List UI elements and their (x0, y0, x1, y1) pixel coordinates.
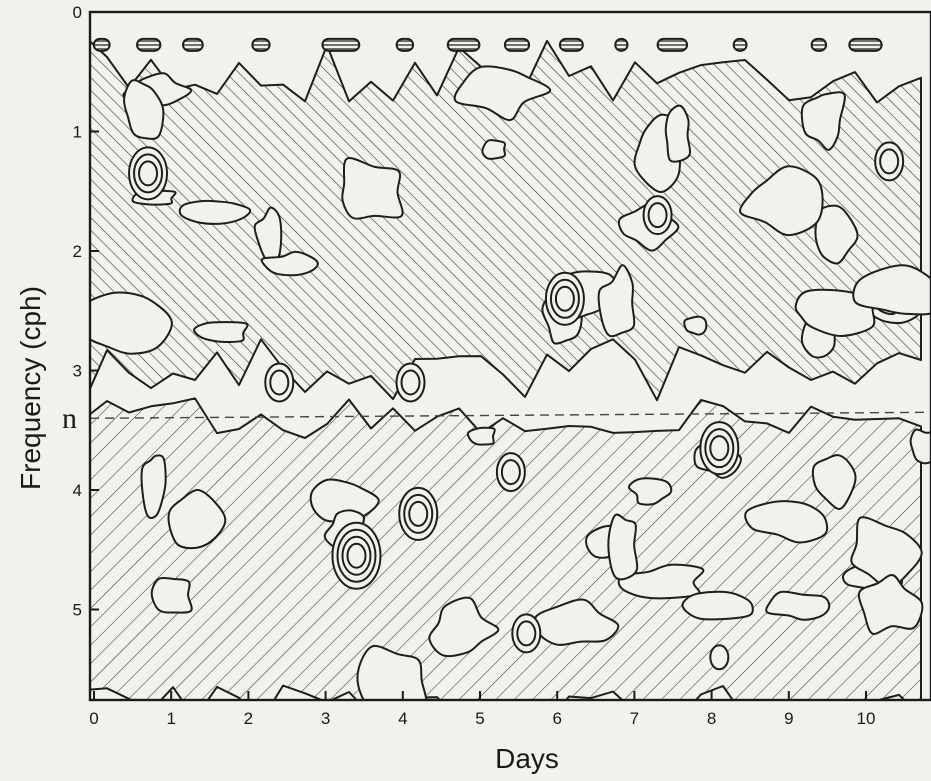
contour-ring (408, 500, 429, 527)
unhatched-patch (664, 104, 692, 163)
unhatched-patch (800, 91, 846, 151)
unhatched-patch (428, 596, 500, 658)
y-axis-ticks: 0 1 2 3 4 5 (73, 3, 99, 620)
unhatched-patch (597, 264, 636, 338)
hatched-region-low-frequency (90, 39, 922, 402)
hatched-strip-segment (395, 37, 415, 52)
unhatched-patch (178, 199, 252, 225)
unhatched-patch (260, 250, 319, 277)
plot-frame (88, 10, 931, 702)
contour-ring (511, 613, 542, 654)
reference-line-n (90, 411, 931, 419)
x-tick-label: 8 (707, 709, 716, 728)
unhatched-patch (90, 291, 173, 355)
contour-ring (879, 148, 900, 175)
y-tick-label: 2 (73, 242, 82, 261)
unhatched-patch (857, 574, 924, 635)
unhatched-patch (627, 477, 673, 506)
contour-ring (331, 521, 382, 590)
contour-ring (269, 369, 290, 396)
contour-ring (709, 435, 730, 462)
x-tick-label: 1 (166, 709, 175, 728)
contour-ring (336, 528, 377, 583)
hatched-strip-segment (182, 37, 204, 52)
contour-ring (874, 141, 905, 182)
hatched-strip-segment (503, 37, 531, 52)
contour-marks (128, 141, 905, 671)
unhatched-patch (481, 139, 507, 160)
unhatched-patch (681, 590, 754, 621)
unhatched-patch (140, 454, 167, 520)
y-tick-label: 1 (73, 123, 82, 142)
x-axis-ticks: 0 1 2 3 4 5 6 7 8 9 10 (89, 691, 875, 728)
hatched-strip-segment (92, 37, 111, 52)
unhatched-patch (193, 321, 249, 344)
hatched-strip-segment (558, 37, 584, 52)
hatched-strip-segment (656, 37, 689, 52)
contour-ring (138, 160, 159, 187)
hatched-strip-segment (614, 37, 629, 52)
contour-ring (495, 452, 526, 493)
contour-ring (133, 153, 164, 194)
x-tick-label: 9 (784, 709, 793, 728)
hatched-strip-segment (732, 37, 748, 52)
plot-area (90, 37, 931, 700)
unhatched-patch (453, 65, 552, 122)
contour-ring (346, 542, 367, 569)
x-tick-label: 0 (89, 709, 98, 728)
hatched-strip-segment (251, 37, 271, 52)
contour-ring (554, 285, 575, 312)
contour-ring (549, 278, 580, 319)
contour-ring (642, 195, 673, 236)
x-tick-label: 7 (630, 709, 639, 728)
unhatched-patch (814, 204, 859, 265)
y-tick-label: 3 (73, 362, 82, 381)
x-axis-title: Days (495, 743, 559, 774)
unhatched-patch (123, 79, 165, 140)
x-tick-label: 2 (244, 709, 253, 728)
unhatched-patch (356, 644, 428, 700)
n-label: n (62, 402, 77, 435)
contour-ring (400, 369, 421, 396)
unhatched-patch (852, 264, 931, 316)
unhatched-patch (150, 576, 193, 614)
hatched-region-high-frequency (90, 397, 922, 700)
y-tick-label: 0 (73, 3, 82, 22)
x-tick-label: 5 (475, 709, 484, 728)
unhatched-patch (744, 500, 829, 544)
unhatched-patch (341, 157, 404, 220)
hatched-regions (90, 37, 931, 700)
contour-ring (500, 459, 521, 486)
y-tick-label: 4 (73, 481, 82, 500)
hatched-strip-segment (321, 37, 361, 52)
unhatched-patch (811, 454, 857, 510)
unhatched-patch (607, 513, 639, 581)
contour-ring (704, 428, 735, 469)
contour-ring (647, 202, 668, 229)
contour-ring (395, 362, 426, 403)
y-axis-title: Frequency (cph) (15, 286, 46, 490)
hatched-strip-segment (446, 37, 481, 52)
hatched-strip-segment (810, 37, 828, 52)
unhatched-patch (466, 426, 496, 446)
contour-ring (341, 535, 372, 576)
x-tick-label: 6 (552, 709, 561, 728)
contour-ring (264, 362, 295, 403)
x-tick-label: 3 (321, 709, 330, 728)
unhatched-patch (765, 590, 831, 621)
unhatched-patch (617, 563, 705, 600)
unhatched-patch (167, 489, 227, 550)
unhatched-patch (739, 165, 824, 237)
unhatched-patch (683, 315, 708, 336)
contour-ring (403, 493, 434, 534)
contour-ring (516, 620, 537, 647)
hatched-strip-segment (848, 37, 883, 52)
y-tick-label: 5 (73, 601, 82, 620)
contour-ring (709, 644, 730, 671)
x-tick-label: 4 (398, 709, 407, 728)
x-tick-label: 10 (857, 709, 876, 728)
hatched-strip-segment (136, 37, 162, 52)
